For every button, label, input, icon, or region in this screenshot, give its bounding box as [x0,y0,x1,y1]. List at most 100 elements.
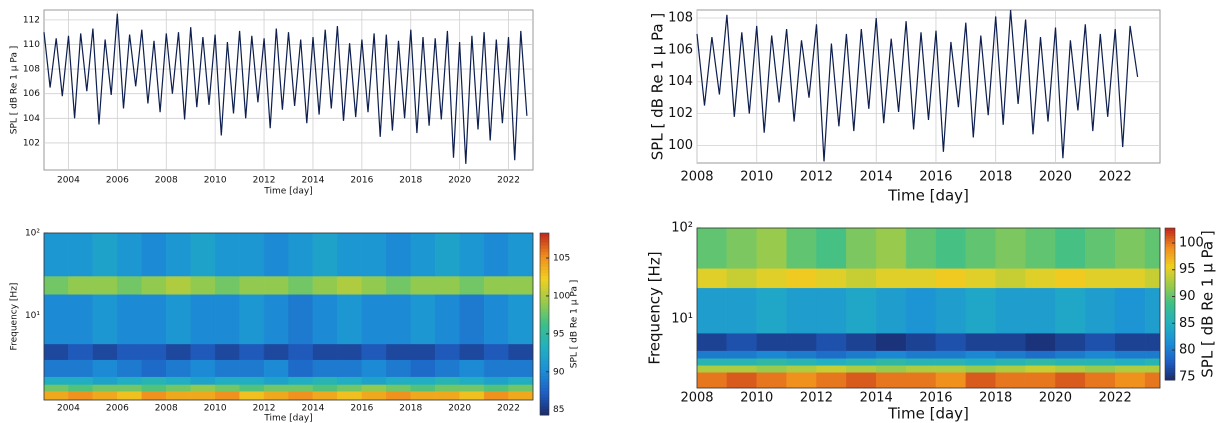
colorbar-segment [540,363,549,367]
heatmap-cell [726,227,757,269]
heatmap-cell [1144,350,1161,359]
heatmap-cell [312,343,338,360]
heatmap-cell [726,365,757,373]
heatmap-cell [508,232,534,277]
x-tick-label: 2014 [860,391,893,406]
heatmap-cell [1144,372,1161,389]
colorbar-label: SPL [ dB Re 1 μ Pa ] [570,280,580,368]
heatmap-cell [995,372,1026,389]
colorbar-segment [1165,248,1175,252]
heatmap-cell [846,358,877,366]
colorbar-segment [540,278,549,283]
y-tick-label: 106 [23,89,40,99]
heatmap-cell [696,358,728,366]
colorbar-segment [1165,271,1175,275]
colorbar-segment [540,333,549,337]
heatmap-cell [68,232,94,277]
heatmap-cell [166,376,191,385]
colorbar-segment [1165,354,1175,358]
series-line [43,13,528,164]
heatmap-cell [166,359,191,377]
y-tick-label: 102 [23,138,40,148]
heatmap-cell [1025,350,1056,359]
heatmap-cell [92,376,118,385]
heatmap-cell [1144,365,1161,373]
colorbar-segment [1165,288,1175,292]
heatmap-cell [214,275,240,295]
heatmap-cell [312,391,338,401]
heatmap-cell [756,365,787,373]
x-tick-label: 2018 [979,391,1012,406]
x-tick-label: 2012 [253,404,276,414]
heatmap-cell [1025,287,1056,334]
heatmap-cell [263,343,289,360]
heatmap-cell [905,268,937,289]
heatmap-cell [876,268,907,289]
colorbar-segment [540,411,549,416]
heatmap-cell [117,294,142,345]
colorbar-segment [540,305,549,310]
heatmap-cell [1114,358,1146,366]
colorbar-segment [540,287,549,292]
heatmap-cell [288,376,314,385]
heatmap-cell [312,294,338,345]
heatmap-cell [141,275,167,295]
y-tick-label: 100 [668,138,693,153]
heatmap-cell [190,384,216,392]
heatmap-cell [166,391,191,401]
x-tick-label: 2022 [1099,170,1132,185]
colorbar-frame [1164,227,1176,381]
heatmap-cell [190,294,216,345]
colorbar-segment [1165,228,1175,232]
colorbar-segment [1165,301,1175,305]
x-tick-label: 2010 [740,391,773,406]
colorbar-tick-label: 95 [1179,262,1196,277]
heatmap-cell [995,287,1026,334]
colorbar-segment [540,281,549,286]
heatmap-cell [435,384,460,392]
heatmap-cell [846,268,877,289]
heatmap-cell [92,359,118,377]
colorbar-segment [1165,352,1175,356]
heatmap-cell [1055,268,1086,289]
heatmap-cell [410,275,436,295]
heatmap-cell [214,391,240,401]
heatmap-cell [263,391,289,401]
heatmap-cell [1085,287,1116,334]
heatmap-cell [965,372,996,389]
x-tick-label: 2010 [740,170,773,185]
heatmap-cell [435,343,460,360]
colorbar-segment [1165,364,1175,368]
heatmap-cell [1114,350,1146,359]
heatmap-cell [361,359,387,377]
heatmap-cell [726,350,757,359]
heatmap-cell [786,227,817,269]
x-axis-label: Time [day] [887,405,969,423]
x-tick-label: 2016 [350,404,373,414]
colorbar-segment [1165,339,1175,343]
colorbar-tick-label: 95 [553,329,564,339]
heatmap-cell [1085,372,1116,389]
colorbar-segment [1165,243,1175,247]
y-tick-label: 112 [23,15,40,25]
heatmap-cell [190,391,216,401]
x-tick-label: 2018 [979,170,1012,185]
heatmap-cell [483,343,509,360]
heatmap-cell [43,343,69,360]
heatmap-cell [846,365,877,373]
y-tick-label: 106 [668,42,693,57]
heatmap-cell [1144,227,1161,269]
colorbar-segment [540,369,549,374]
heatmap-cell [846,287,877,334]
heatmap-cell [43,376,69,385]
heatmap-cell [141,391,167,401]
colorbar-segment [540,402,549,407]
colorbar-tick-label: 100 [553,291,570,301]
colorbar-segment [540,390,549,395]
x-tick-label: 2012 [800,391,833,406]
colorbar-tick-label: 105 [553,254,570,264]
colorbar-segment [1165,306,1175,310]
heatmap-cell [876,227,907,269]
y-tick-label: 104 [23,114,40,124]
